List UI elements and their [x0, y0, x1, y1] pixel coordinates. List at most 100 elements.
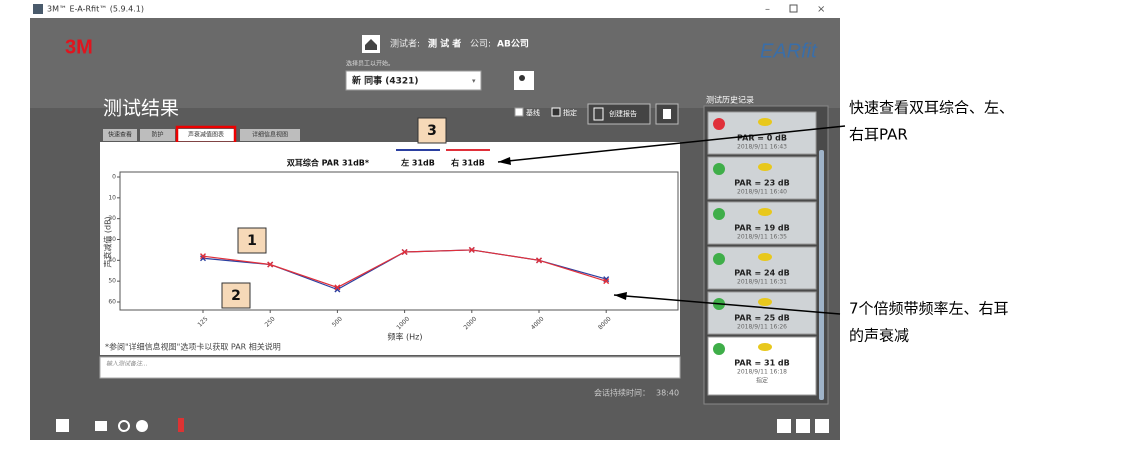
history-time: 2018/9/11 16:26 [737, 324, 787, 331]
tab-label: 快速查看 [108, 131, 132, 139]
history-par: PAR = 23 dB [734, 179, 790, 188]
point-marker [200, 253, 206, 260]
facebook-button[interactable] [777, 419, 791, 433]
linkedin-button[interactable] [796, 419, 810, 433]
session-time: 38:40 [656, 389, 679, 398]
employee: 新 同事 (4321) [352, 75, 419, 87]
maximize[interactable] [789, 4, 798, 13]
point-marker [334, 284, 341, 291]
callout-number: 2 [231, 288, 241, 304]
checkbox[interactable] [551, 107, 561, 117]
status-icon [713, 343, 725, 355]
legend-label: 左 31dB [400, 158, 435, 168]
video-button[interactable] [815, 419, 829, 433]
callout-number: 1 [247, 233, 257, 249]
window-title: 3M™ E-A-Rfit™ (5.9.4.1) [47, 5, 144, 14]
option-label: 基线 [526, 108, 540, 117]
y-tick-label: 0 [112, 174, 116, 181]
device-icon [758, 298, 772, 306]
device-icon [758, 343, 772, 351]
legend-label: 右 31dB [450, 158, 485, 168]
device-icon [758, 253, 772, 261]
company-label: 公司: [470, 39, 491, 50]
select-prompt: 选择员工以开始。 [346, 60, 394, 68]
history-time: 2018/9/11 16:18 [737, 369, 787, 376]
checkbox[interactable] [514, 107, 524, 117]
scrollbar[interactable] [819, 150, 824, 400]
dropdown-arrow: ▾ [472, 77, 476, 85]
callout-number: 3 [427, 123, 437, 139]
history-par: PAR = 25 dB [734, 314, 790, 323]
y-tick-label: 10 [108, 194, 116, 201]
history-time: 2018/9/11 16:40 [737, 189, 787, 196]
device-icon [758, 163, 772, 171]
trash-icon [663, 109, 671, 119]
device-icon [758, 118, 772, 126]
point-marker [401, 249, 408, 255]
settings-button[interactable] [118, 420, 130, 432]
company: AB公司 [497, 39, 529, 50]
callout-box [417, 117, 447, 144]
status-icon [713, 163, 725, 175]
tab-label: 声衰减值图表 [188, 131, 224, 139]
y-tick-label: 50 [108, 278, 116, 285]
point-marker [536, 257, 542, 264]
annotation: 快速查看双耳综合、左、 [849, 99, 1014, 117]
history-par: PAR = 0 dB [737, 134, 787, 143]
report-label: 创建报告 [609, 109, 637, 118]
note-input[interactable] [99, 356, 681, 379]
tab[interactable] [140, 129, 175, 141]
point-marker [468, 246, 475, 253]
minimize[interactable]: – [765, 4, 770, 15]
y-tick-label: 20 [108, 215, 116, 222]
history-time: 2018/9/11 16:35 [737, 234, 787, 241]
y-tick-label: 30 [108, 236, 116, 243]
tester-label: 测试者: [390, 38, 420, 50]
tab[interactable] [103, 129, 137, 141]
history-par: PAR = 19 dB [734, 224, 790, 233]
point-marker [267, 261, 274, 268]
employee-button[interactable] [514, 71, 534, 90]
tab[interactable] [178, 129, 234, 141]
home-icon [365, 39, 377, 50]
status-icon [713, 253, 725, 265]
status-icon [713, 118, 725, 130]
tabs: 快速查看 防护 声衰减值图表 详细信息视图 [103, 125, 300, 145]
camera-button[interactable] [95, 421, 107, 431]
close[interactable]: × [817, 4, 825, 15]
brand: EARfit [760, 40, 818, 62]
logo: 3M [65, 36, 93, 58]
point-marker [603, 278, 610, 285]
y-axis-label: 声衰减值 (dB) [103, 216, 113, 267]
arrow [497, 125, 846, 163]
header-band [30, 18, 840, 108]
y-tick-label: 40 [108, 257, 116, 264]
device-icon [758, 208, 772, 216]
session-label: 会话持续时间： [594, 388, 650, 398]
report-icon [593, 107, 604, 121]
history-title: 测试历史记录 [706, 95, 754, 105]
employee-dropdown[interactable] [345, 70, 482, 91]
history-par: PAR = 31 dB [734, 359, 790, 368]
device-icon[interactable] [178, 418, 184, 432]
history-time: 2018/9/11 16:31 [737, 279, 787, 286]
callout-box [221, 282, 251, 309]
annotation: 的声衰减 [849, 327, 909, 345]
chart-panel [100, 142, 680, 355]
tab[interactable] [240, 129, 300, 141]
help-button[interactable] [136, 420, 148, 432]
chart-summary: 双耳综合 PAR 31dB* [287, 158, 370, 168]
home-button[interactable] [56, 419, 69, 432]
status-icon [713, 208, 725, 220]
option-label: 指定 [563, 108, 577, 117]
annotation: 7个倍频带频率左、右耳 [849, 300, 1009, 318]
history-tag: 指定 [756, 377, 768, 385]
title-bar [30, 0, 840, 18]
footnote: *参阅"详细信息视图"选项卡以获取 PAR 相关说明 [105, 342, 281, 352]
arrowhead [614, 292, 627, 300]
person-icon [519, 75, 525, 81]
